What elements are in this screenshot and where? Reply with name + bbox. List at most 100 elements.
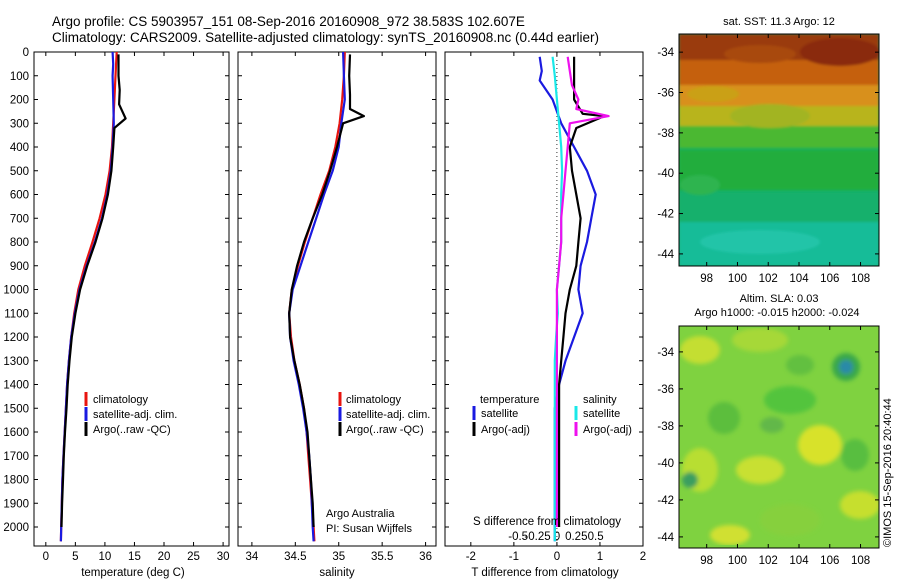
sst-map-axes: 98 100 102 104 106 108 -34 -36 -38 -40 -42 -44 <box>657 34 879 285</box>
depth-tick-label: 2000 <box>3 522 29 534</box>
figure-subtitle: Climatology: CARS2009. Satellite-adjuste… <box>52 30 599 45</box>
legend-label-argo: Argo(..raw -QC) <box>93 424 171 436</box>
map-y-tick-label: -38 <box>657 128 674 140</box>
x-tick-label: 20 <box>158 551 171 563</box>
salinity-x-axis: 34 34.5 35 35.5 36 <box>245 52 432 563</box>
sla-map-frame <box>678 325 880 549</box>
map-x-tick-label: 100 <box>728 555 747 567</box>
pi-text: PI: Susan Wijffels <box>326 523 412 535</box>
x2-tick-label: 0.25 <box>565 531 587 543</box>
temperature-series <box>59 51 127 542</box>
map-x-tick-label: 108 <box>851 555 870 567</box>
legend-label-climatology: climatology <box>93 394 149 406</box>
map-y-tick-label: -44 <box>657 532 674 544</box>
x-tick-label: -1 <box>509 551 519 563</box>
x-tick-label: 25 <box>187 551 200 563</box>
salinity-legend: climatology satellite-adj. clim. Argo(..… <box>338 392 430 436</box>
sst-map-title: sat. SST: 11.3 Argo: 12 <box>723 16 835 28</box>
difference-panel <box>444 51 644 547</box>
legend-label-argo: Argo(..raw -QC) <box>346 424 424 436</box>
series-line-argo-raw-qc- <box>60 54 127 528</box>
depth-tick-label: 500 <box>10 166 29 178</box>
depth-tick-label: 1600 <box>3 427 29 439</box>
x-tick-label: 30 <box>217 551 230 563</box>
depth-tick-label: 1500 <box>3 403 29 415</box>
legend-label-t-argo: Argo(-adj) <box>481 424 530 436</box>
difference-legend: temperature satellite Argo(-adj) salinit… <box>472 394 632 436</box>
map-x-tick-label: 108 <box>851 273 870 285</box>
series-line-salinity-argo-adj- <box>555 56 610 527</box>
x-tick-label: 10 <box>99 551 112 563</box>
sla-map-title: Altim. SLA: 0.03 <box>740 293 819 305</box>
map-x-tick-label: 98 <box>700 273 713 285</box>
map-x-tick-label: 104 <box>789 273 809 285</box>
difference-xlabel: T difference from climatology <box>471 567 618 579</box>
credit-text: Argo Australia <box>326 508 395 520</box>
depth-tick-label: 200 <box>10 95 29 107</box>
x-tick-label: 5 <box>72 551 78 563</box>
x-tick-label: 34.5 <box>284 551 306 563</box>
imos-stamp: ©IMOS 15-Sep-2016 20:40:44 <box>882 398 894 547</box>
depth-tick-label: 0 <box>23 47 29 59</box>
map-y-tick-label: -38 <box>657 421 674 433</box>
temperature-xlabel: temperature (deg C) <box>81 567 185 579</box>
x-tick-label: 34 <box>245 551 258 563</box>
depth-tick-label: 400 <box>10 142 29 154</box>
legend-label-climatology: climatology <box>346 394 402 406</box>
map-x-tick-label: 106 <box>820 555 839 567</box>
x2-tick-label: 0.5 <box>588 531 604 543</box>
x2-tick-label: -0.25 <box>524 531 550 543</box>
difference-series <box>538 56 610 542</box>
legend-label-satellite: satellite-adj. clim. <box>346 409 430 421</box>
x-tick-label: 35 <box>332 551 345 563</box>
x-tick-label: 1 <box>597 551 603 563</box>
salinity-xlabel: salinity <box>319 567 354 579</box>
depth-tick-label: 1700 <box>3 451 29 463</box>
map-y-tick-label: -34 <box>657 347 674 359</box>
depth-tick-label: 1000 <box>3 285 29 297</box>
depth-tick-label: 300 <box>10 118 29 130</box>
salinity-panel <box>237 51 437 547</box>
temperature-x-axis: 0 5 10 15 20 25 30 <box>43 52 230 563</box>
map-x-tick-label: 98 <box>700 555 713 567</box>
legend-label-satellite: satellite-adj. clim. <box>93 409 177 421</box>
depth-tick-label: 900 <box>10 261 29 273</box>
map-x-tick-label: 102 <box>759 555 778 567</box>
legend-label-s-argo: Argo(-adj) <box>583 424 632 436</box>
depth-tick-label: 1400 <box>3 380 29 392</box>
sst-map-frame <box>678 33 880 267</box>
depth-tick-label: 800 <box>10 237 29 249</box>
depth-tick-label: 1200 <box>3 332 29 344</box>
series-line-argo-raw-qc- <box>288 54 365 528</box>
map-x-tick-label: 100 <box>728 273 747 285</box>
depth-tick-label: 100 <box>10 71 29 83</box>
series-line-temperature-argo-adj- <box>558 56 606 527</box>
map-x-tick-label: 102 <box>759 273 778 285</box>
x-tick-label: 2 <box>640 551 646 563</box>
depth-tick-label: 600 <box>10 190 29 202</box>
salinity-series <box>288 51 365 542</box>
depth-tick-label: 1300 <box>3 356 29 368</box>
map-y-tick-label: -42 <box>657 495 674 507</box>
depth-tick-label: 1100 <box>4 308 29 320</box>
map-y-tick-label: -44 <box>657 249 674 261</box>
temperature-legend: climatology satellite-adj. clim. Argo(..… <box>84 392 177 436</box>
map-x-tick-label: 106 <box>820 273 839 285</box>
map-y-tick-label: -40 <box>657 168 674 180</box>
map-y-tick-label: -40 <box>657 458 674 470</box>
sst-map <box>679 34 879 266</box>
x2-tick-label: -0.5 <box>508 531 528 543</box>
depth-tick-label: 700 <box>10 213 29 225</box>
map-y-tick-label: -34 <box>657 47 674 59</box>
depth-tick-label: 1800 <box>3 475 29 487</box>
x-tick-label: 15 <box>128 551 141 563</box>
temperature-panel <box>33 51 230 547</box>
x-tick-label: 36 <box>419 551 432 563</box>
depth-tick-label: 1900 <box>3 498 29 510</box>
legend-label-s-satellite: satellite <box>583 408 620 420</box>
x-tick-label: 35.5 <box>371 551 393 563</box>
legend-heading-temperature: temperature <box>480 394 539 406</box>
map-y-tick-label: -36 <box>657 88 674 100</box>
map-y-tick-label: -36 <box>657 384 674 396</box>
